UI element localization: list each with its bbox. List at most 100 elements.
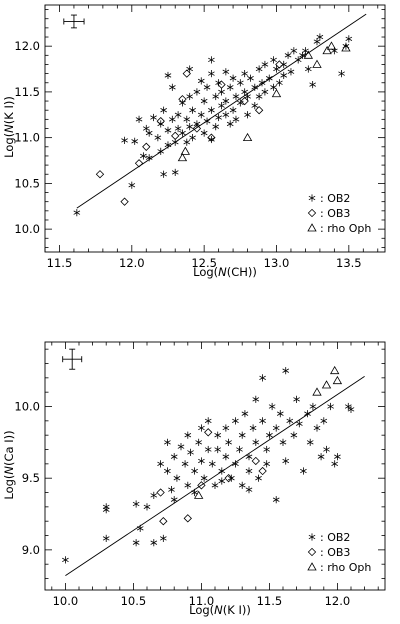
data-point-asterisk	[222, 68, 230, 76]
data-point-asterisk	[313, 424, 321, 432]
data-point-asterisk	[215, 113, 222, 122]
data-point-asterisk	[273, 65, 280, 73]
data-point-asterisk	[168, 486, 175, 494]
data-point-asterisk	[282, 367, 290, 375]
data-point-asterisk	[208, 106, 215, 114]
data-point-asterisk	[306, 438, 314, 446]
fit-line	[65, 376, 365, 577]
data-point-asterisk	[177, 443, 185, 451]
legend-marker-diamond	[307, 547, 317, 557]
data-point-asterisk	[290, 47, 298, 55]
data-point-diamond	[217, 80, 226, 89]
data-point-asterisk	[272, 424, 280, 432]
data-point-asterisk	[255, 474, 262, 482]
data-point-asterisk	[211, 481, 219, 489]
data-point-asterisk	[197, 77, 205, 85]
chart-panel-bottom: 10.0 10.5 11.0 11.5 12.09.09.510.0 : OB2: OB…	[2, 341, 386, 617]
x-axis-label-top: Log(N(CH))	[193, 265, 257, 279]
data-point-asterisk	[270, 56, 277, 64]
data-point-asterisk	[309, 80, 316, 89]
data-point-asterisk	[280, 71, 288, 80]
data-point-asterisk	[195, 438, 203, 446]
y-tick-label: 9.0	[22, 543, 40, 557]
data-point-asterisk	[252, 395, 260, 403]
data-point-asterisk	[259, 417, 266, 425]
data-point-asterisk	[174, 111, 182, 119]
data-point-asterisk	[225, 438, 232, 446]
data-point-asterisk	[198, 457, 205, 465]
data-point-asterisk	[203, 83, 211, 91]
data-point-asterisk	[203, 117, 211, 125]
data-point-triangle	[312, 387, 322, 396]
data-point-asterisk	[193, 120, 201, 128]
data-point-asterisk	[259, 374, 266, 382]
data-point-asterisk	[179, 129, 186, 137]
data-point-asterisk	[191, 488, 198, 497]
data-point-diamond	[183, 514, 192, 523]
x-axis-label-bottom: Log(N(K I))	[189, 603, 251, 617]
data-point-asterisk	[150, 491, 158, 499]
legend-marker-triangle	[307, 562, 317, 571]
data-point-asterisk	[313, 37, 321, 46]
data-point-asterisk	[222, 97, 230, 105]
data-point-asterisk	[252, 438, 260, 446]
data-point-asterisk	[174, 124, 182, 133]
data-point-asterisk	[168, 83, 176, 91]
data-point-asterisk	[218, 88, 225, 96]
data-point-asterisk	[331, 47, 338, 55]
x-tick-label: 11.0	[189, 594, 215, 608]
data-point-asterisk	[212, 92, 220, 101]
x-tick-label: 12.0	[119, 256, 145, 270]
data-point-triangle	[180, 146, 191, 155]
legend-label: : OB2	[320, 192, 350, 205]
data-point-asterisk	[193, 88, 201, 96]
y-tick-label: 10.0	[14, 400, 40, 414]
data-point-asterisk	[164, 438, 171, 446]
data-point-asterisk	[227, 474, 235, 482]
x-tick-label: 12.0	[325, 594, 351, 608]
data-point-asterisk	[270, 83, 277, 91]
y-tick-label: 10.0	[14, 222, 40, 236]
data-point-asterisk	[186, 92, 194, 101]
data-point-asterisk	[238, 481, 246, 489]
data-point-asterisk	[142, 124, 150, 133]
data-point-diamond	[156, 117, 165, 126]
data-point-asterisk	[222, 453, 230, 461]
data-point-triangle	[326, 41, 337, 50]
data-point-asterisk	[316, 33, 324, 41]
data-point-asterisk	[286, 417, 294, 425]
data-point-asterisk	[309, 402, 317, 411]
data-point-asterisk	[189, 106, 196, 114]
data-point-asterisk	[171, 168, 179, 177]
data-point-diamond	[197, 481, 206, 490]
data-point-diamond	[159, 517, 168, 526]
data-point-asterisk	[145, 129, 153, 137]
y-tick-label: 11.5	[14, 85, 40, 99]
data-point-asterisk	[244, 92, 251, 101]
data-point-asterisk	[159, 534, 167, 542]
legend-marker-triangle	[307, 223, 317, 232]
data-point-asterisk	[160, 170, 167, 178]
data-point-asterisk	[184, 481, 192, 489]
data-point-triangle	[332, 375, 343, 385]
data-point-diamond	[120, 197, 129, 206]
data-point-asterisk	[157, 460, 164, 468]
data-point-asterisk	[229, 106, 237, 114]
data-point-asterisk	[128, 181, 136, 189]
x-tick-label: 10.5	[121, 594, 147, 608]
y-tick-label: 11.0	[14, 131, 40, 145]
data-point-asterisk	[276, 79, 283, 87]
data-point-asterisk	[265, 74, 273, 82]
legend-marker-asterisk	[308, 194, 316, 202]
data-point-asterisk	[249, 424, 257, 432]
data-point-asterisk	[304, 65, 312, 73]
data-point-asterisk	[236, 445, 243, 454]
data-point-asterisk	[132, 500, 140, 508]
data-point-triangle	[322, 45, 332, 55]
data-point-asterisk	[247, 74, 254, 82]
data-point-asterisk	[208, 135, 215, 144]
data-point-asterisk	[282, 457, 290, 465]
data-point-asterisk	[200, 97, 208, 105]
legend-marker-diamond	[307, 208, 317, 218]
